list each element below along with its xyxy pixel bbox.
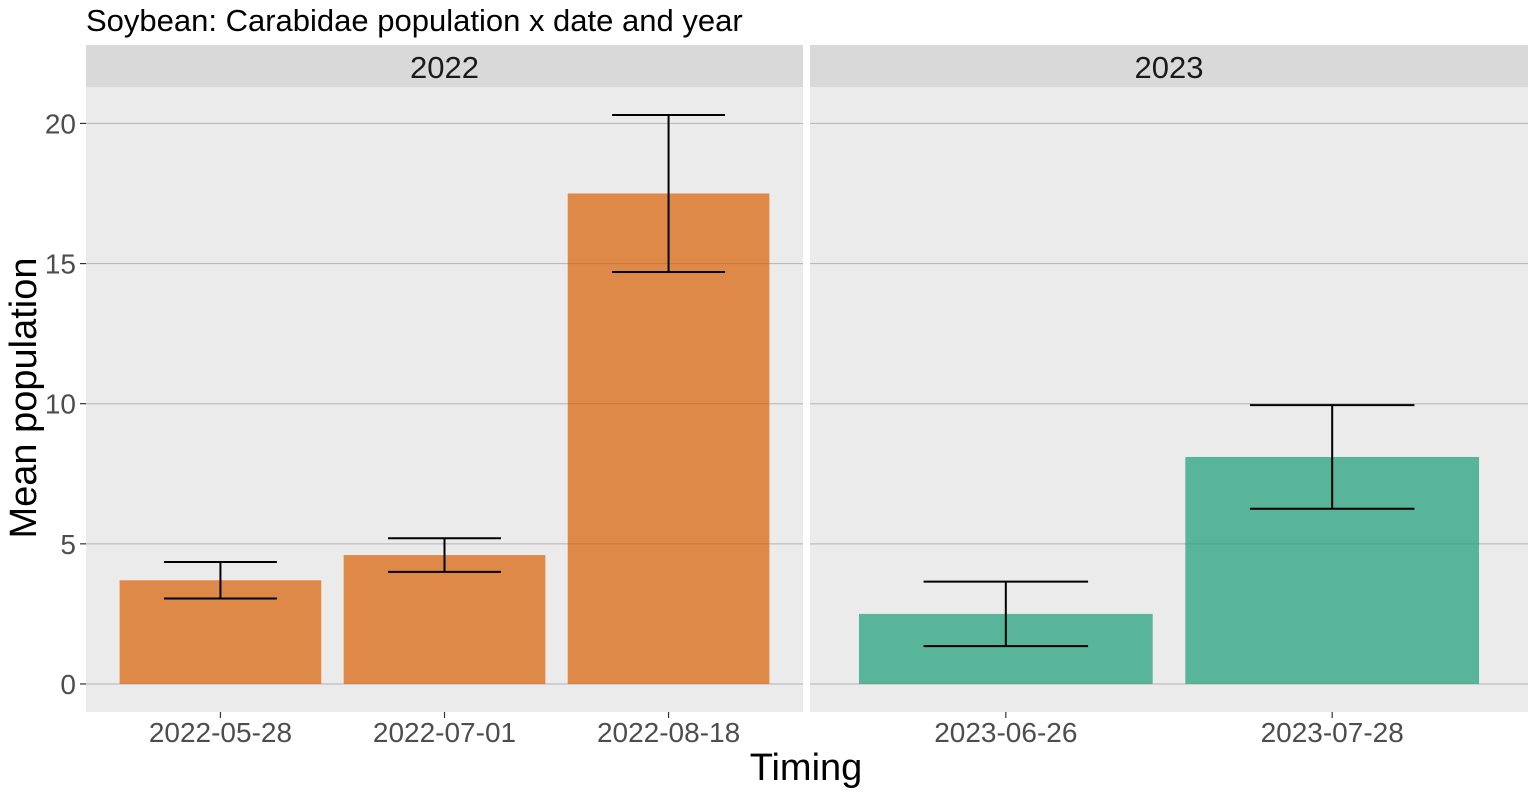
x-axis-title: Timing bbox=[750, 747, 863, 789]
y-tick-label: 0 bbox=[60, 669, 76, 700]
facet-panel-2022: 2022 2022-05-28 2022-07-01 2022-08-18 bbox=[86, 45, 803, 748]
bar-2022-08-18 bbox=[567, 193, 770, 684]
y-axis: 0 5 10 15 20 bbox=[45, 108, 86, 700]
y-tick-label: 5 bbox=[60, 529, 76, 560]
error-bar-2022-07-01 bbox=[388, 537, 501, 573]
chart-title: Soybean: Carabidae population x date and… bbox=[86, 3, 743, 38]
y-tick-label: 10 bbox=[45, 389, 76, 420]
facet-strip bbox=[810, 45, 1528, 87]
x-tick-label: 2022-07-01 bbox=[373, 717, 516, 748]
x-tick-label: 2022-08-18 bbox=[597, 717, 740, 748]
facet-strip bbox=[86, 45, 803, 87]
facet-panel-2023: 2023 2023-06-26 2023-07-28 bbox=[810, 45, 1528, 748]
y-axis-title: Mean population bbox=[3, 258, 45, 539]
facet-strip-label: 2022 bbox=[410, 50, 479, 85]
x-tick-label: 2022-05-28 bbox=[149, 717, 292, 748]
error-bar-2022-08-18 bbox=[612, 114, 726, 273]
y-tick-label: 20 bbox=[45, 108, 76, 139]
y-tick-label: 15 bbox=[45, 249, 76, 280]
x-tick-label: 2023-07-28 bbox=[1261, 717, 1404, 748]
error-bar-2023-06-26 bbox=[923, 580, 1089, 648]
facet-strip-label: 2023 bbox=[1135, 50, 1204, 85]
error-bar-2022-05-28 bbox=[163, 561, 277, 600]
error-bar-2023-07-28 bbox=[1249, 404, 1415, 510]
x-tick-label: 2023-06-26 bbox=[934, 717, 1077, 748]
bar-2022-07-01 bbox=[343, 555, 546, 684]
